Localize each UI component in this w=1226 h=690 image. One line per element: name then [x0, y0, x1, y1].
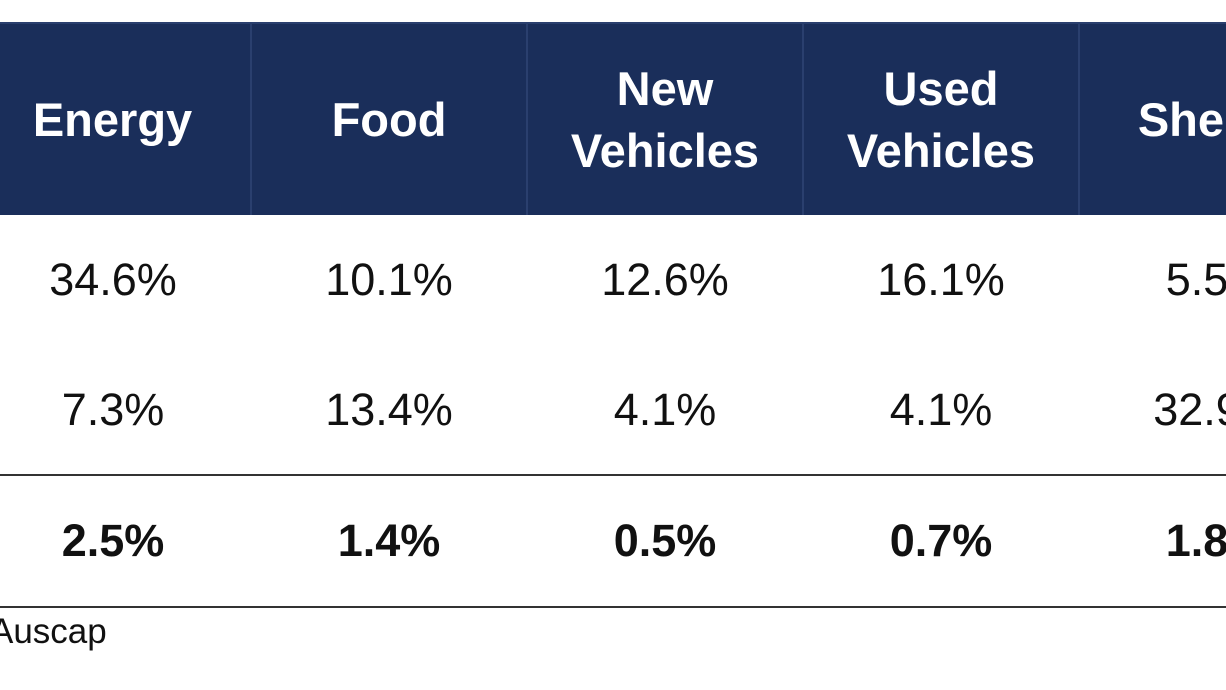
table-cell-total: 0.7% — [803, 474, 1079, 608]
table-cell-total: 0.5% — [527, 474, 803, 608]
source-note: Auscap — [0, 612, 107, 651]
table-row-total: 2.5% 1.4% 0.5% 0.7% 1.8% — [0, 474, 1226, 608]
table-cell-total: 2.5% — [0, 474, 251, 608]
table-cell-total: 1.8% — [1079, 474, 1226, 608]
table-header-row: Energy Food New Vehicles Used Vehicles S… — [0, 22, 1226, 215]
table-cell: 13.4% — [325, 383, 453, 435]
header-shelter: Shelter — [1078, 22, 1226, 215]
table-cell: 10.1% — [325, 254, 453, 305]
table-cell: 5.5% — [1165, 254, 1226, 305]
table-cell: 4.1% — [889, 383, 993, 435]
table-cell: 32.9% — [1153, 383, 1226, 435]
header-used-vehicles: Used Vehicles — [802, 22, 1079, 215]
table-cell: 16.1% — [877, 254, 1005, 305]
table-cell: 12.6% — [601, 254, 729, 305]
table-row: 7.3% 13.4% 4.1% 4.1% 32.9% — [0, 345, 1226, 475]
header-energy: Energy — [0, 22, 251, 215]
table-cell: 7.3% — [61, 383, 165, 435]
header-new-vehicles: New Vehicles — [526, 22, 803, 215]
table-row: 34.6% 10.1% 12.6% 16.1% 5.5% — [0, 215, 1226, 345]
data-table: Energy Food New Vehicles Used Vehicles S… — [0, 22, 1226, 608]
table-cell: 4.1% — [613, 383, 717, 435]
table-cell: 34.6% — [49, 254, 177, 305]
data-table-container: Energy Food New Vehicles Used Vehicles S… — [0, 22, 1226, 608]
header-food: Food — [250, 22, 527, 215]
table-cell-total: 1.4% — [251, 474, 527, 608]
